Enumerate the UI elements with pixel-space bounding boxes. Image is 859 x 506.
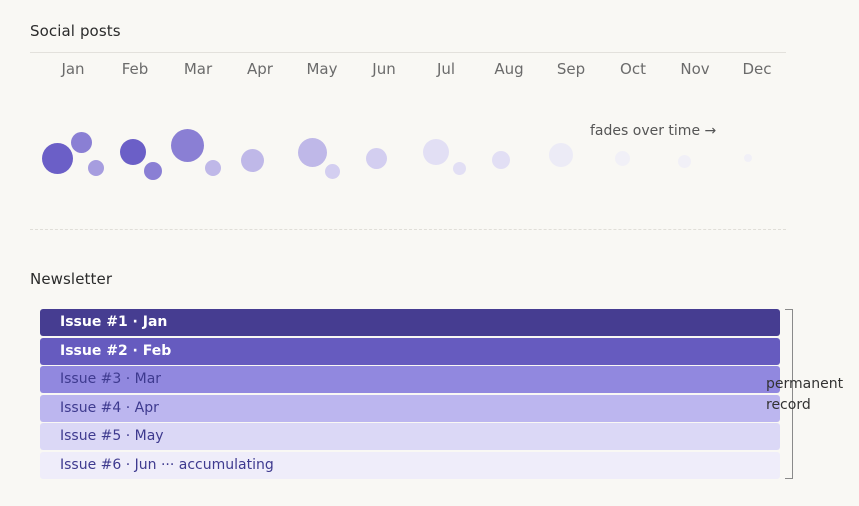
newsletter-issue-bar: Issue #4 · Apr [40, 395, 780, 422]
fades-over-time-note: fades over time → [590, 123, 717, 139]
month-label-sep: Sep [556, 60, 586, 78]
bracket-label-line2: record [766, 397, 811, 413]
month-label-may: May [306, 60, 338, 78]
month-label-jan: Jan [61, 60, 85, 78]
social-post-bubble [297, 137, 327, 167]
social-post-bubble [492, 151, 510, 169]
month-label-jun: Jun [372, 60, 396, 78]
social-post-bubble [365, 147, 387, 169]
social-post-bubble [88, 160, 104, 176]
social-post-bubble [120, 139, 146, 165]
month-label-feb: Feb [121, 60, 149, 78]
month-label-apr: Apr [247, 60, 273, 78]
permanent-record-label: permanent record [766, 374, 843, 416]
month-label-dec: Dec [742, 60, 772, 78]
newsletter-issue-bar: Issue #6 · Jun ··· accumulating [40, 452, 780, 479]
newsletter-issue-bar: Issue #1 · Jan [40, 309, 780, 336]
social-post-bubble [452, 161, 466, 175]
social-post-bubble [41, 142, 73, 174]
social-post-bubble [614, 150, 630, 166]
newsletter-issue-bar: Issue #2 · Feb [40, 338, 780, 365]
newsletter-issue-bar: Issue #5 · May [40, 423, 780, 450]
social-post-bubble [677, 154, 691, 168]
permanent-record-bracket [785, 309, 793, 479]
bracket-label-line1: permanent [766, 376, 844, 392]
social-top-divider [30, 52, 786, 53]
social-post-bubble [240, 148, 264, 172]
social-post-bubble [205, 160, 221, 176]
social-post-bubble [423, 139, 449, 165]
month-label-jul: Jul [436, 60, 456, 78]
month-label-aug: Aug [494, 60, 524, 78]
newsletter-title: Newsletter [30, 270, 113, 288]
month-label-mar: Mar [183, 60, 213, 78]
social-post-bubble [549, 143, 573, 167]
month-label-nov: Nov [680, 60, 710, 78]
social-post-bubble [324, 163, 340, 179]
newsletter-issue-bar: Issue #3 · Mar [40, 366, 780, 393]
month-label-oct: Oct [620, 60, 646, 78]
social-post-bubble [144, 162, 162, 180]
social-posts-title: Social posts [30, 22, 121, 40]
social-post-bubble [744, 154, 752, 162]
social-post-bubble [70, 131, 92, 153]
social-post-bubble [170, 128, 204, 162]
section-dashed-divider [30, 229, 786, 230]
